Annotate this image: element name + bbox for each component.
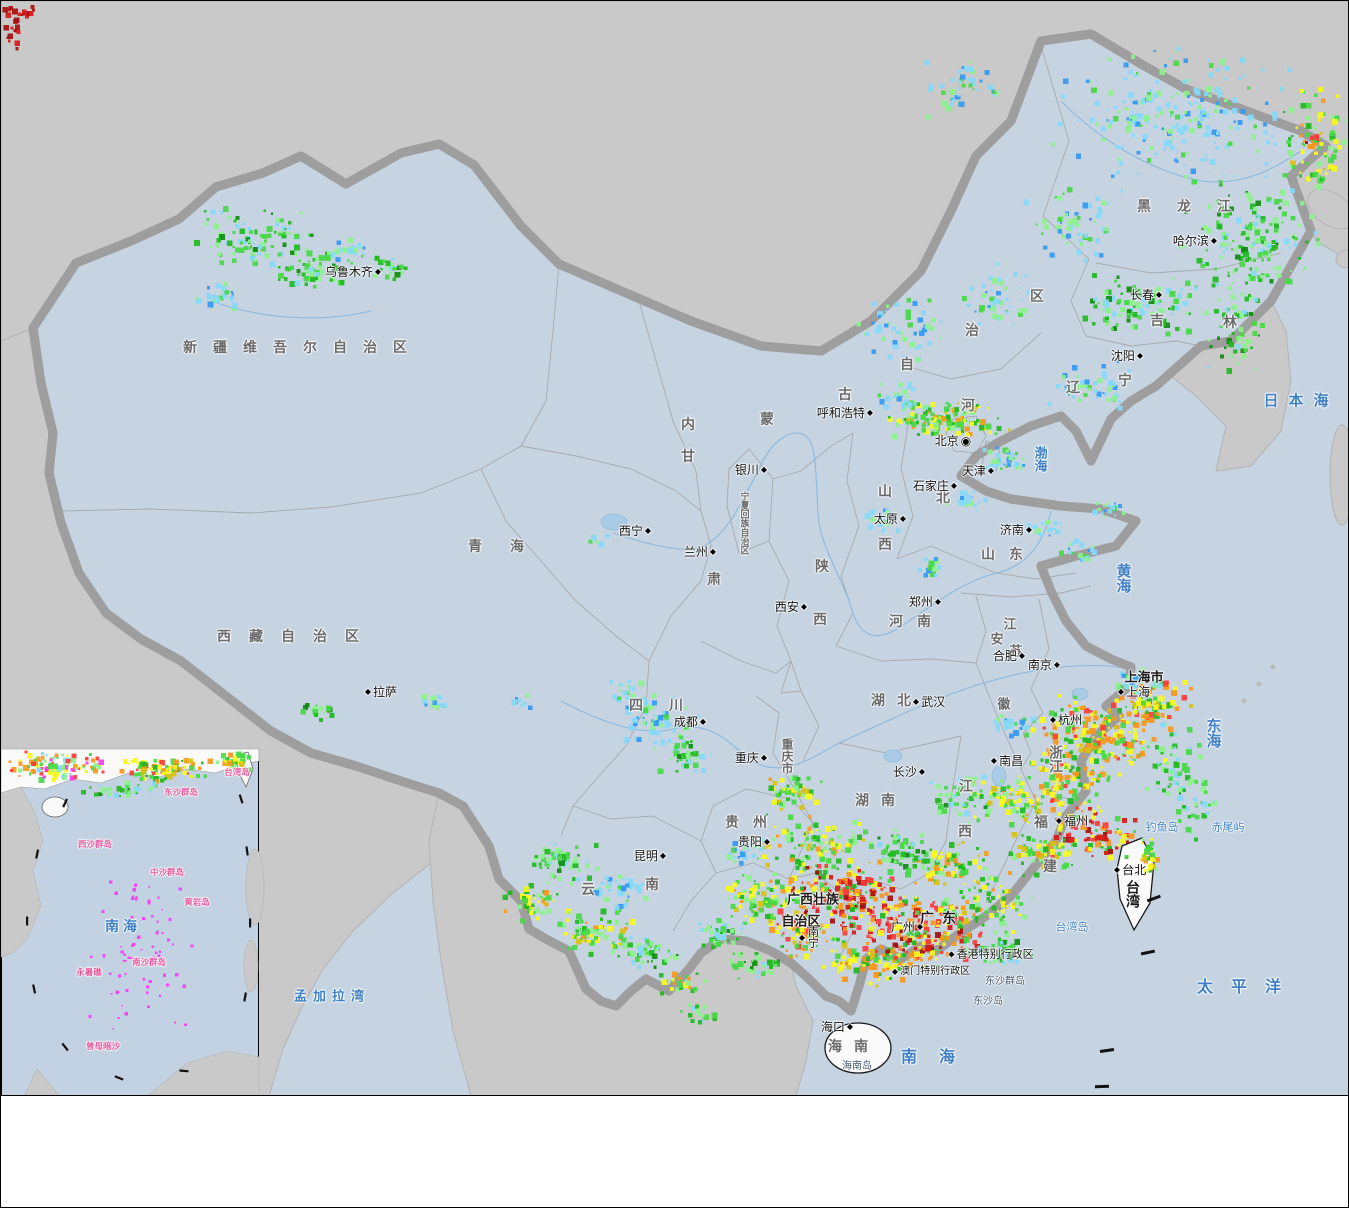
inset-hainan — [41, 796, 69, 818]
inset-vietnam — [1, 786, 44, 958]
radar-echo-layer — [2, 5, 1348, 1030]
songhua-river — [1060, 100, 1302, 183]
inset-dash-line — [26, 794, 252, 1081]
legend-area: 全国雷达拼图 [2025-05-18 14:36:00] [ 组合反射率 ] 5… — [1, 1096, 1348, 1207]
rivers — [210, 100, 1302, 769]
yellow-river — [612, 432, 1052, 637]
nine-dash-line — [1094, 894, 1161, 1089]
china-basemap — [1, 1, 1348, 1095]
inset-borneo — [148, 1050, 260, 1095]
yangtze-river — [560, 664, 1130, 769]
japan-islands — [1307, 188, 1348, 526]
hainan-island — [824, 1022, 892, 1074]
inset-philippines — [243, 848, 265, 993]
inset-map — [1, 748, 265, 1095]
lakes — [600, 513, 1089, 787]
inset-malay — [24, 1068, 60, 1095]
tarim-river — [210, 300, 372, 319]
china-radar-map: 新疆维吾尔自治区 西藏自治区 青海甘肃内蒙古自治区宁夏回族自治区陕西山西河北山东 河南… — [1, 1, 1348, 1096]
ryukyu-islands — [1241, 664, 1276, 704]
